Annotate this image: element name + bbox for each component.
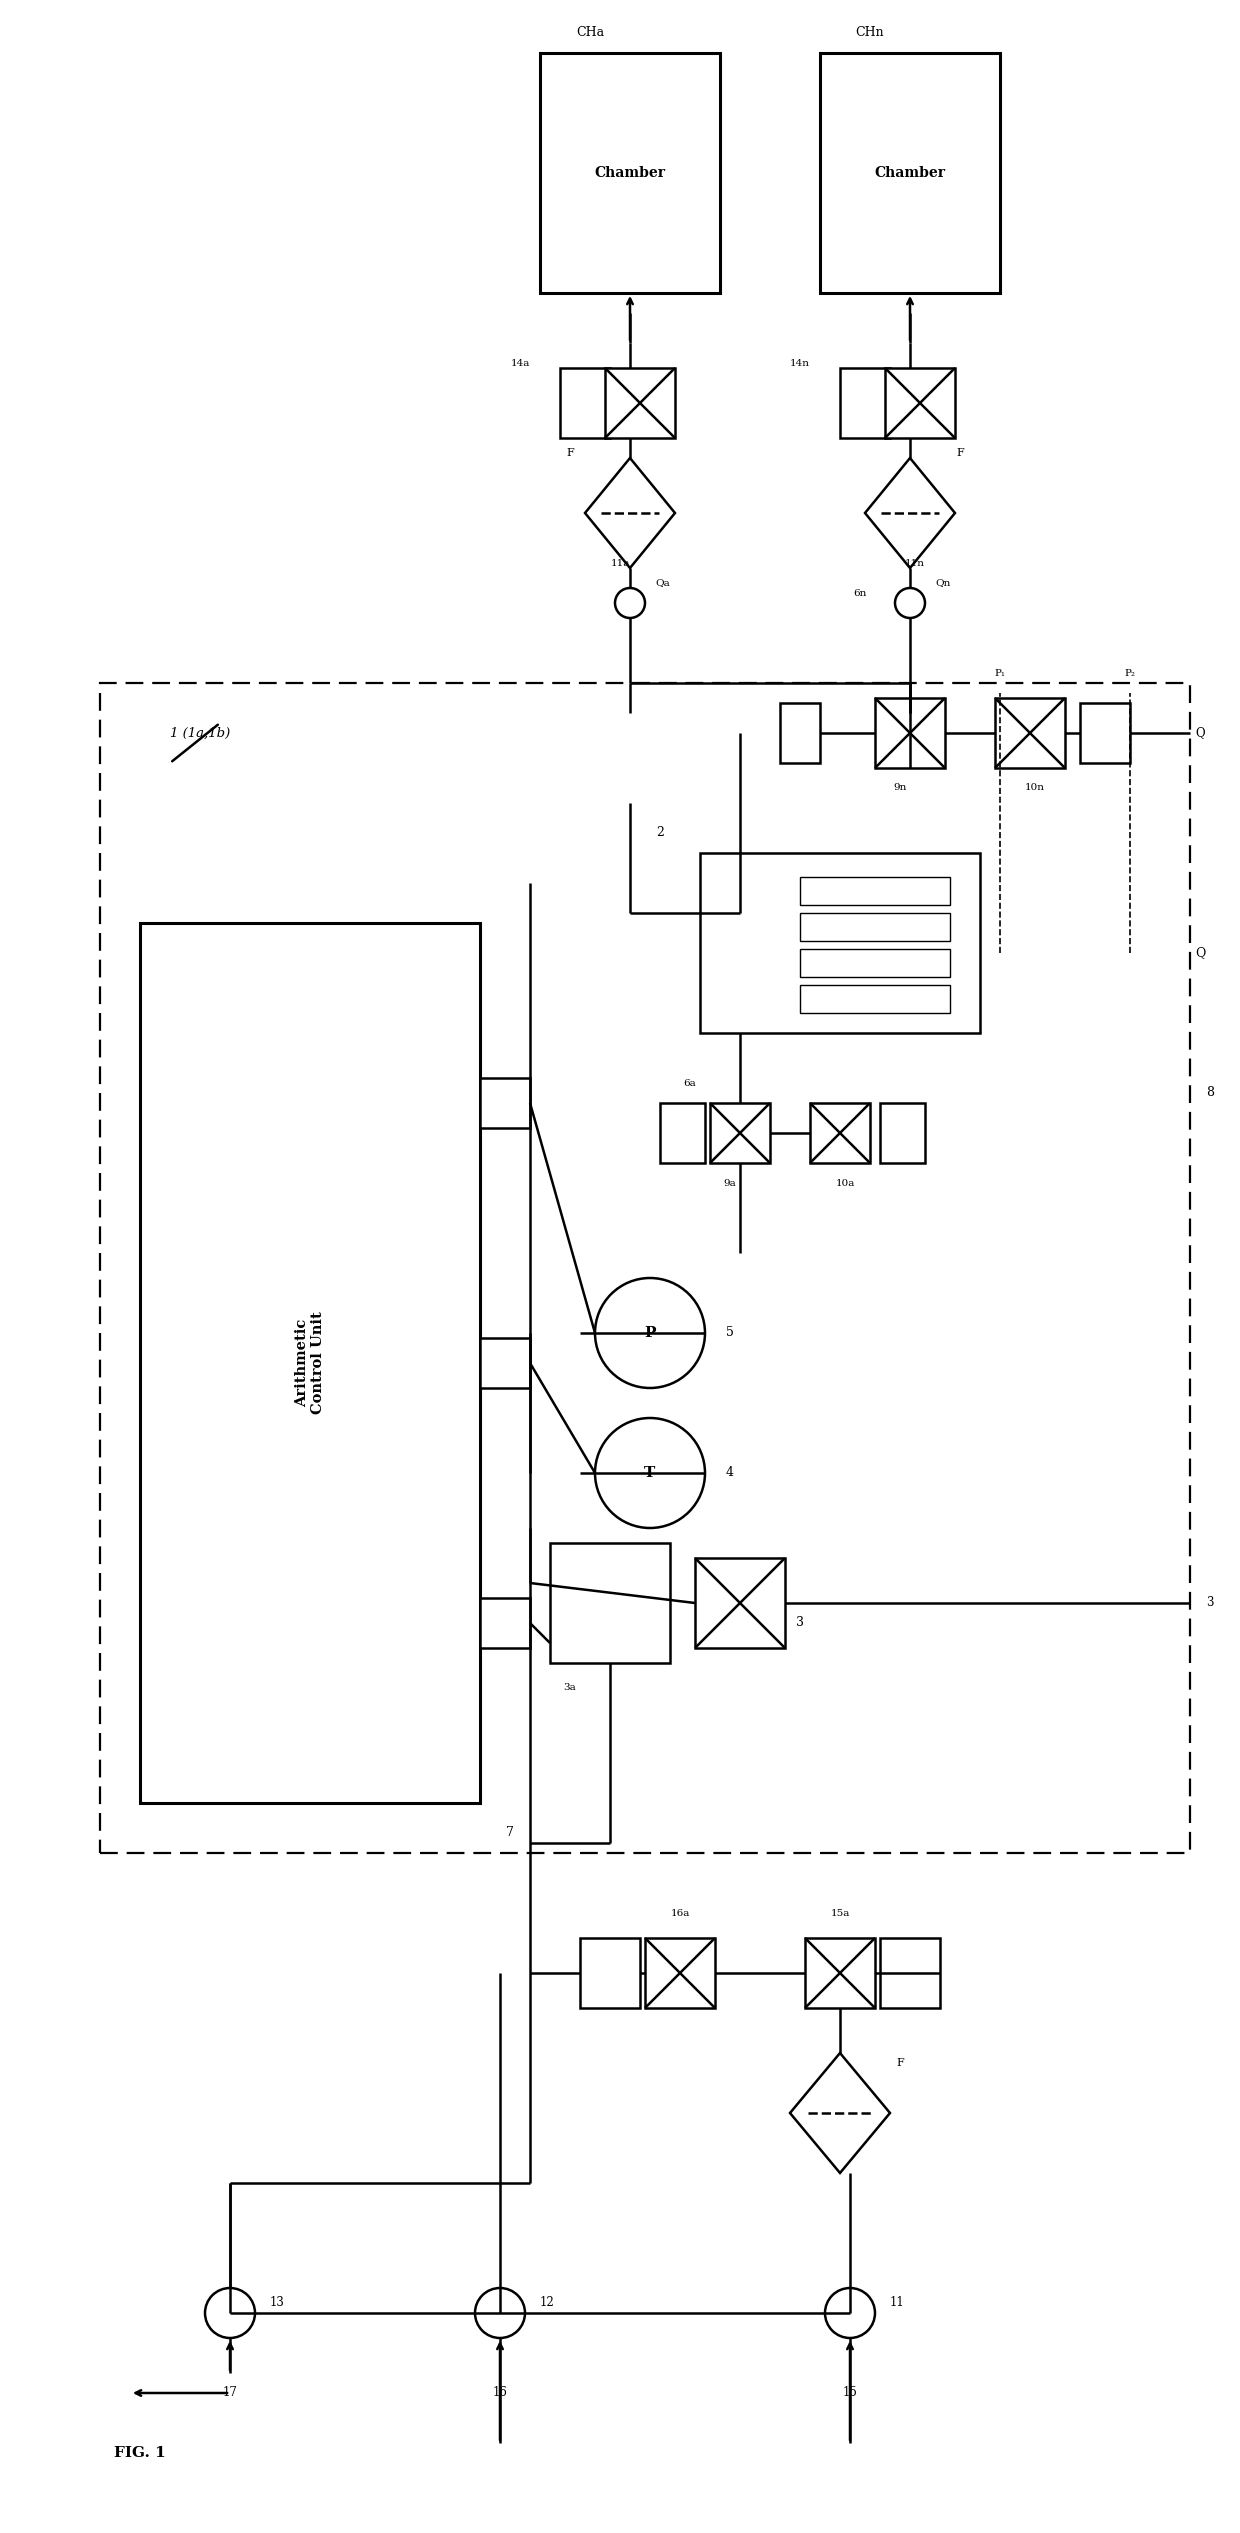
Circle shape <box>895 588 925 618</box>
Text: 7: 7 <box>506 1826 513 1839</box>
Bar <box>645 1938 715 2009</box>
Bar <box>539 53 720 294</box>
Text: 11n: 11n <box>905 557 925 567</box>
Text: 3: 3 <box>1207 1596 1214 1608</box>
Circle shape <box>205 2287 255 2338</box>
Bar <box>800 876 950 904</box>
Bar <box>580 1938 640 2009</box>
Text: 6a: 6a <box>683 1079 697 1087</box>
Text: Q: Q <box>1195 947 1205 960</box>
Text: 16: 16 <box>492 2386 507 2399</box>
Text: 17: 17 <box>222 2386 237 2399</box>
Bar <box>480 1598 529 1649</box>
Bar <box>694 1558 785 1649</box>
Bar <box>605 367 675 438</box>
Circle shape <box>475 2287 525 2338</box>
Text: 16a: 16a <box>671 1907 689 1917</box>
Text: FIG. 1: FIG. 1 <box>114 2447 166 2460</box>
Text: 5: 5 <box>727 1327 734 1340</box>
Bar <box>140 922 480 1803</box>
Bar <box>1080 704 1130 762</box>
Bar <box>880 1938 940 2009</box>
Bar <box>885 367 955 438</box>
Bar <box>800 912 950 940</box>
Bar <box>660 1102 706 1163</box>
Text: F: F <box>956 448 963 458</box>
Circle shape <box>595 1418 706 1527</box>
Bar <box>480 1337 529 1388</box>
Text: P₁: P₁ <box>994 669 1006 676</box>
Bar <box>780 704 820 762</box>
Text: 10n: 10n <box>1025 783 1045 793</box>
Text: 1 (1a,1b): 1 (1a,1b) <box>170 727 231 740</box>
Bar <box>810 1102 870 1163</box>
Text: P₂: P₂ <box>1125 669 1136 676</box>
Text: 15a: 15a <box>831 1907 849 1917</box>
Circle shape <box>615 588 645 618</box>
Text: 3: 3 <box>796 1616 804 1629</box>
Bar <box>551 1543 670 1664</box>
Bar <box>880 1102 925 1163</box>
Bar <box>701 854 980 1033</box>
Text: F: F <box>897 2057 904 2067</box>
Text: Qa: Qa <box>655 578 670 588</box>
Polygon shape <box>790 2054 890 2173</box>
Bar <box>800 950 950 978</box>
Polygon shape <box>585 458 675 567</box>
Bar <box>875 699 945 767</box>
Text: 12: 12 <box>539 2297 554 2310</box>
Text: 14a: 14a <box>511 360 529 367</box>
Text: CHa: CHa <box>575 25 604 41</box>
Text: 11: 11 <box>890 2297 905 2310</box>
Text: Chamber: Chamber <box>874 167 945 180</box>
Text: 3a: 3a <box>564 1684 577 1692</box>
Bar <box>711 1102 770 1163</box>
Text: 15: 15 <box>842 2386 857 2399</box>
Polygon shape <box>866 458 955 567</box>
Text: CHn: CHn <box>856 25 884 41</box>
Text: 11a: 11a <box>610 557 630 567</box>
Bar <box>839 367 890 438</box>
Bar <box>100 684 1190 1854</box>
Text: 4: 4 <box>725 1467 734 1479</box>
Text: P: P <box>645 1325 656 1340</box>
Text: 6n: 6n <box>853 588 867 598</box>
Circle shape <box>825 2287 875 2338</box>
Text: F: F <box>567 448 574 458</box>
Bar <box>994 699 1065 767</box>
Text: 9a: 9a <box>724 1178 737 1188</box>
Text: 2: 2 <box>656 826 663 838</box>
Circle shape <box>595 1279 706 1388</box>
Bar <box>800 985 950 1013</box>
Text: Q: Q <box>1195 727 1205 740</box>
Text: 9n: 9n <box>893 783 906 793</box>
Bar <box>805 1938 875 2009</box>
Text: Arithmetic
Control Unit: Arithmetic Control Unit <box>295 1312 325 1413</box>
Text: Chamber: Chamber <box>594 167 666 180</box>
Bar <box>820 53 999 294</box>
Text: Qn: Qn <box>935 578 950 588</box>
Text: T: T <box>645 1467 656 1479</box>
Bar <box>560 367 610 438</box>
Text: 14n: 14n <box>790 360 810 367</box>
Bar <box>480 1079 529 1127</box>
Text: 10a: 10a <box>836 1178 854 1188</box>
Text: 8: 8 <box>1207 1087 1214 1099</box>
Text: 13: 13 <box>270 2297 285 2310</box>
